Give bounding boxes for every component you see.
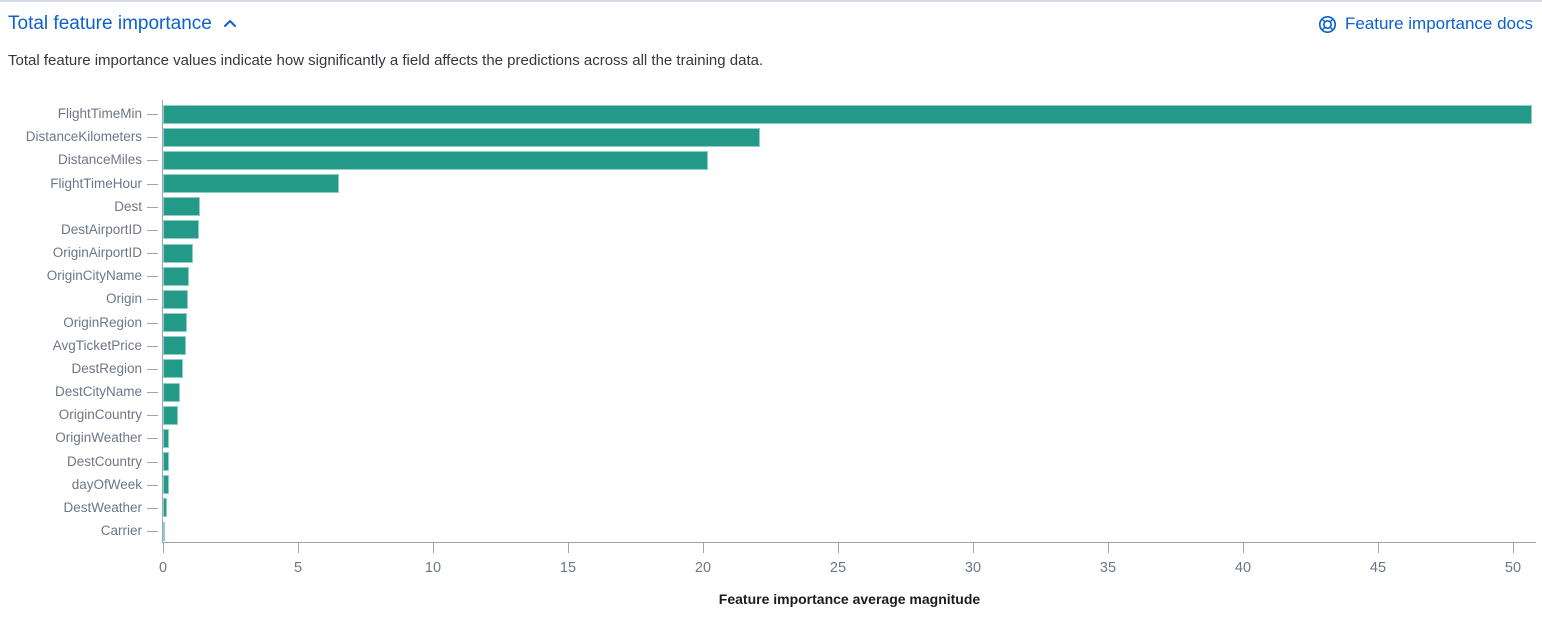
y-axis-tick	[147, 508, 158, 509]
y-axis-label-Dest: Dest	[114, 198, 142, 214]
importance-bar-DestCityName[interactable]	[163, 382, 180, 402]
importance-bar-Dest[interactable]	[163, 197, 200, 217]
importance-bar-OriginRegion[interactable]	[163, 313, 188, 333]
section-title: Total feature importance	[8, 13, 212, 34]
y-axis-label-OriginCountry: OriginCountry	[58, 407, 142, 423]
x-axis-tick-label: 25	[829, 560, 847, 576]
x-axis-tick-label: 45	[1369, 560, 1387, 576]
y-axis-tick	[147, 276, 158, 277]
x-axis-tick	[568, 542, 569, 553]
chevron-up-icon	[222, 16, 238, 32]
importance-bar-Carrier[interactable]	[163, 521, 165, 541]
y-axis-tick	[147, 114, 158, 115]
importance-bar-DestAirportID[interactable]	[163, 220, 199, 240]
y-axis-tick	[147, 346, 158, 347]
importance-bar-OriginCountry[interactable]	[163, 405, 179, 425]
y-axis-tick	[147, 207, 158, 208]
y-axis-tick	[147, 462, 158, 463]
y-axis-tick	[147, 485, 158, 486]
docs-link-label: Feature importance docs	[1344, 14, 1533, 33]
lifebuoy-help-icon	[1318, 15, 1337, 34]
x-axis-tick	[163, 542, 164, 553]
y-axis-tick	[147, 184, 158, 185]
importance-bar-DestWeather[interactable]	[163, 498, 168, 518]
y-axis-tick	[147, 392, 158, 393]
x-axis-tick	[1513, 542, 1514, 553]
x-axis-tick	[1243, 542, 1244, 553]
y-axis-tick	[147, 323, 158, 324]
importance-bar-DistanceMiles[interactable]	[163, 150, 709, 170]
y-axis-label-DestWeather: DestWeather	[63, 499, 142, 515]
y-axis-label-dayOfWeek: dayOfWeek	[71, 476, 142, 492]
importance-bar-OriginAirportID[interactable]	[163, 243, 193, 263]
x-axis-tick	[1108, 542, 1109, 553]
total-feature-importance-toggle[interactable]: Total feature importance	[8, 13, 238, 35]
importance-bar-DestCountry[interactable]	[163, 452, 169, 472]
importance-bar-dayOfWeek[interactable]	[163, 475, 169, 495]
x-axis-tick-label: 5	[293, 560, 303, 576]
x-axis-tick-label: 50	[1504, 560, 1522, 576]
y-axis-label-Carrier: Carrier	[100, 523, 142, 539]
x-axis-line	[162, 542, 1536, 543]
x-axis-tick-label: 0	[158, 560, 168, 576]
x-axis-tick-label: 30	[964, 560, 982, 576]
top-divider	[0, 0, 1542, 2]
y-axis-label-DestRegion: DestRegion	[71, 360, 142, 376]
y-axis-label-FlightTimeMin: FlightTimeMin	[57, 106, 142, 121]
y-axis-label-DistanceMiles: DistanceMiles	[57, 152, 142, 168]
x-axis-tick-label: 10	[424, 560, 442, 576]
y-axis-tick	[147, 230, 158, 231]
importance-bar-DistanceKilometers[interactable]	[163, 127, 760, 147]
y-axis-label-OriginRegion: OriginRegion	[63, 314, 142, 330]
y-axis-label-DestCityName: DestCityName	[54, 384, 142, 400]
x-axis-title: Feature importance average magnitude	[718, 591, 981, 607]
y-axis-label-AvgTicketPrice: AvgTicketPrice	[52, 337, 142, 353]
importance-bar-OriginCityName[interactable]	[163, 266, 190, 286]
x-axis-tick	[838, 542, 839, 553]
x-axis-tick	[433, 542, 434, 553]
y-axis-line	[162, 100, 163, 542]
y-axis-label-DestAirportID: DestAirportID	[60, 221, 142, 237]
y-axis-tick	[147, 415, 158, 416]
section-description: Total feature importance values indicate…	[8, 52, 764, 69]
importance-bar-FlightTimeMin[interactable]	[163, 104, 1532, 124]
importance-bar-FlightTimeHour[interactable]	[163, 174, 339, 193]
y-axis-label-OriginWeather: OriginWeather	[55, 430, 142, 446]
y-axis-tick	[147, 253, 158, 254]
x-axis-tick-label: 35	[1099, 560, 1117, 576]
x-axis-tick	[703, 542, 704, 553]
y-axis-label-OriginAirportID: OriginAirportID	[52, 245, 142, 261]
x-axis-tick-label: 40	[1234, 560, 1252, 576]
importance-bar-AvgTicketPrice[interactable]	[163, 336, 187, 356]
importance-bar-OriginWeather[interactable]	[163, 428, 170, 448]
y-axis-tick	[147, 438, 158, 439]
y-axis-tick	[147, 531, 158, 532]
x-axis-tick-label: 15	[559, 560, 577, 576]
x-axis-tick	[1378, 542, 1379, 553]
y-axis-label-DestCountry: DestCountry	[66, 453, 142, 469]
y-axis-tick	[147, 299, 158, 300]
y-axis-tick	[147, 137, 158, 138]
x-axis-tick-label: 20	[694, 560, 712, 576]
x-axis-tick	[973, 542, 974, 553]
y-axis-label-Origin: Origin	[105, 291, 142, 307]
x-axis-tick	[298, 542, 299, 553]
importance-bar-Origin[interactable]	[163, 289, 189, 309]
feature-importance-docs-link[interactable]: Feature importance docs	[1318, 14, 1533, 34]
y-axis-label-FlightTimeHour: FlightTimeHour	[50, 175, 142, 191]
y-axis-tick	[147, 369, 158, 370]
y-axis-label-DistanceKilometers: DistanceKilometers	[25, 129, 142, 145]
y-axis-tick	[147, 160, 158, 161]
y-axis-label-OriginCityName: OriginCityName	[46, 268, 142, 284]
importance-bar-DestRegion[interactable]	[163, 359, 183, 379]
